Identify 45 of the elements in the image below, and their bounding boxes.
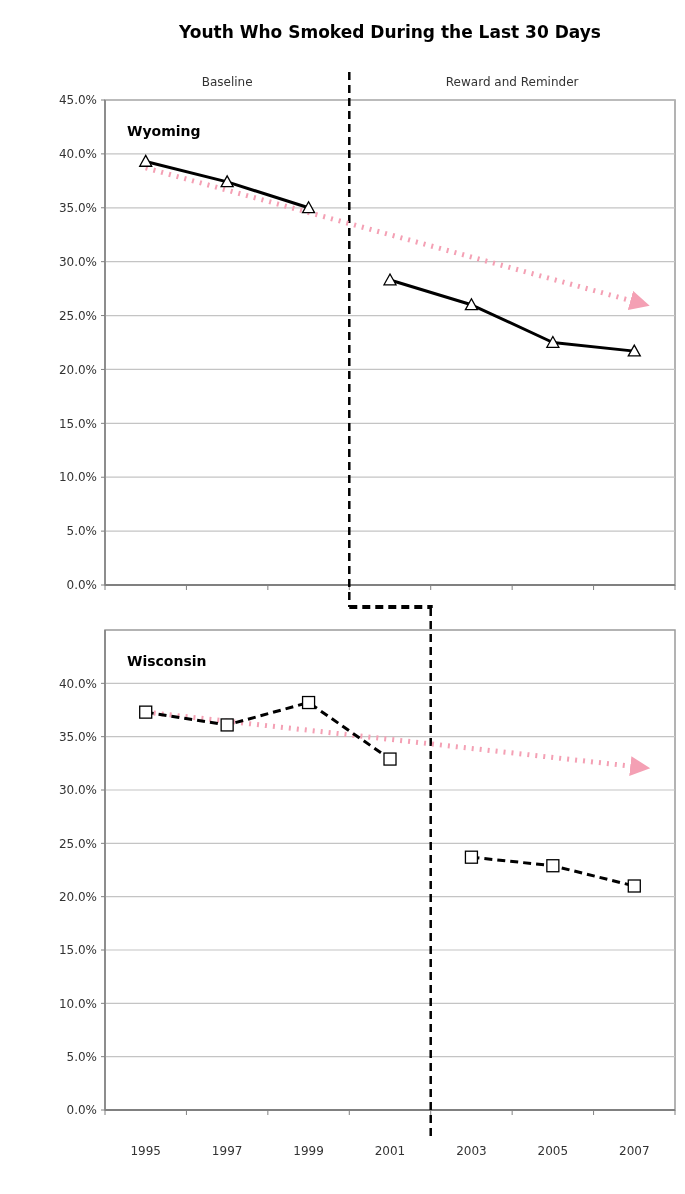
point bbox=[220, 175, 234, 188]
point bbox=[139, 705, 153, 719]
chart-title: Youth Who Smoked During the Last 30 Days bbox=[178, 22, 601, 42]
x-tick-label: 1997 bbox=[211, 1144, 243, 1158]
y-tick-label: 30.0% bbox=[58, 783, 97, 798]
y-tick-label: 40.0% bbox=[58, 676, 97, 691]
point bbox=[139, 154, 153, 167]
y-tick-label: 30.0% bbox=[58, 254, 97, 269]
y-tick-label: 5.0% bbox=[66, 524, 97, 539]
y-tick-label: 15.0% bbox=[58, 416, 97, 431]
text: Reward and Reminder bbox=[445, 75, 579, 89]
y-tick-label: 15.0% bbox=[58, 943, 97, 958]
y-tick-label: 20.0% bbox=[58, 362, 97, 377]
annotation: Wisconsin bbox=[127, 653, 207, 669]
y-tick-label: 20.0% bbox=[58, 889, 97, 904]
y-tick-label: 40.0% bbox=[58, 147, 97, 162]
point bbox=[464, 850, 479, 864]
y-tick-label: 5.0% bbox=[66, 1049, 97, 1064]
y-tick-label: 25.0% bbox=[58, 836, 97, 851]
y-tick-label: 25.0% bbox=[58, 308, 97, 323]
point bbox=[546, 335, 560, 348]
point bbox=[464, 298, 479, 311]
point bbox=[383, 273, 397, 286]
point bbox=[546, 859, 560, 873]
y-tick-label: 45.0% bbox=[58, 93, 97, 108]
point bbox=[301, 201, 316, 214]
point bbox=[301, 695, 316, 710]
point bbox=[383, 752, 397, 766]
y-tick-label: 10.0% bbox=[58, 996, 97, 1011]
x-tick-label: 2003 bbox=[456, 1144, 487, 1158]
y-tick-label: 35.0% bbox=[58, 729, 97, 744]
x-tick-label: 2001 bbox=[374, 1144, 406, 1158]
point bbox=[627, 344, 641, 357]
x-tick-label: 2007 bbox=[619, 1144, 650, 1158]
y-tick-label: 10.0% bbox=[58, 470, 97, 485]
point bbox=[627, 879, 641, 893]
point bbox=[220, 718, 234, 732]
x-tick-label: 1995 bbox=[130, 1144, 161, 1158]
y-tick-label: 35.0% bbox=[58, 200, 97, 215]
x-tick-label: 2005 bbox=[537, 1144, 569, 1158]
y-tick-label: 0.0% bbox=[66, 578, 97, 593]
x-tick-label: 1999 bbox=[293, 1144, 324, 1158]
text: Baseline bbox=[201, 75, 253, 89]
annotation: Wyoming bbox=[127, 123, 201, 139]
y-tick-label: 0.0% bbox=[66, 1103, 97, 1118]
